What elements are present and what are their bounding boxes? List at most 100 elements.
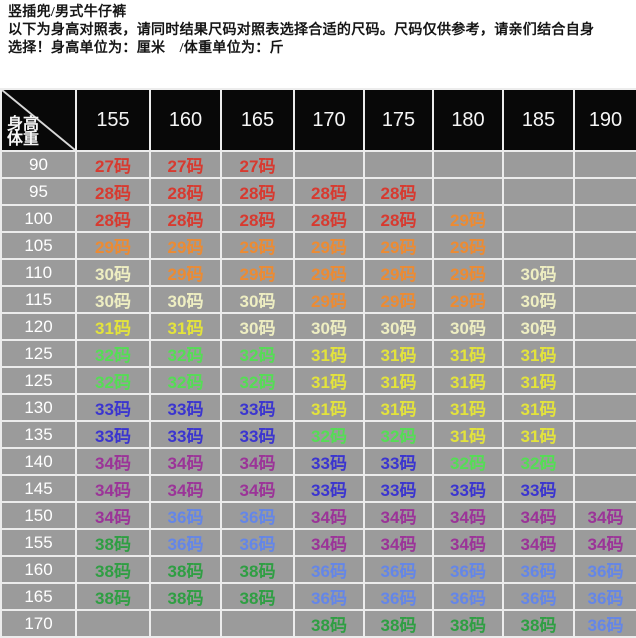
size-cell-empty bbox=[573, 285, 636, 314]
size-cell: 34码 bbox=[293, 501, 365, 530]
size-cell: 29码 bbox=[432, 258, 504, 287]
header-row: 身高 体重 155 160 165 170 175 180 185 190 bbox=[0, 88, 636, 152]
size-cell: 38码 bbox=[75, 555, 151, 584]
size-cell: 31码 bbox=[363, 393, 434, 422]
size-cell: 34码 bbox=[573, 501, 636, 530]
size-cell: 31码 bbox=[502, 393, 575, 422]
size-cell: 33码 bbox=[293, 474, 365, 503]
size-cell: 38码 bbox=[363, 609, 434, 638]
size-cell: 28码 bbox=[220, 177, 295, 206]
table-row: 100 28码 28码 28码 28码 28码 29码 bbox=[0, 204, 636, 233]
size-cell: 31码 bbox=[293, 393, 365, 422]
size-cell-empty bbox=[573, 177, 636, 206]
table-row: 150 34码 36码 36码 34码 34码 34码 34码 34码 bbox=[0, 501, 636, 530]
size-cell: 34码 bbox=[75, 501, 151, 530]
size-cell: 27码 bbox=[75, 150, 151, 179]
size-cell-empty bbox=[432, 177, 504, 206]
size-cell: 30码 bbox=[293, 312, 365, 341]
size-cell: 28码 bbox=[149, 177, 222, 206]
size-cell: 38码 bbox=[502, 609, 575, 638]
size-cell: 31码 bbox=[363, 339, 434, 368]
size-cell: 29码 bbox=[149, 258, 222, 287]
size-cell-empty bbox=[573, 204, 636, 233]
size-cell: 34码 bbox=[149, 474, 222, 503]
size-cell: 31码 bbox=[432, 366, 504, 395]
size-cell: 33码 bbox=[220, 393, 295, 422]
size-cell: 30码 bbox=[149, 285, 222, 314]
size-cell: 29码 bbox=[149, 231, 222, 260]
size-cell: 27码 bbox=[220, 150, 295, 179]
size-cell: 34码 bbox=[75, 474, 151, 503]
size-cell: 36码 bbox=[432, 555, 504, 584]
size-cell: 38码 bbox=[293, 609, 365, 638]
height-header: 155 bbox=[75, 88, 151, 152]
table-row: 135 33码 33码 33码 32码 32码 31码 31码 bbox=[0, 420, 636, 449]
size-cell: 28码 bbox=[149, 204, 222, 233]
size-cell: 36码 bbox=[363, 582, 434, 611]
size-cell: 28码 bbox=[363, 204, 434, 233]
size-cell: 36码 bbox=[220, 528, 295, 557]
size-cell: 38码 bbox=[75, 528, 151, 557]
size-cell: 27码 bbox=[149, 150, 222, 179]
size-cell: 33码 bbox=[432, 474, 504, 503]
table-row: 125 32码 32码 32码 31码 31码 31码 31码 bbox=[0, 339, 636, 368]
size-cell: 29码 bbox=[293, 258, 365, 287]
size-cell-empty bbox=[363, 150, 434, 179]
size-cell: 38码 bbox=[220, 555, 295, 584]
table-row: 110 30码 29码 29码 29码 29码 29码 30码 bbox=[0, 258, 636, 287]
size-cell: 32码 bbox=[220, 366, 295, 395]
height-header: 160 bbox=[149, 88, 222, 152]
size-cell: 30码 bbox=[220, 285, 295, 314]
size-cell: 36码 bbox=[573, 555, 636, 584]
weight-label: 160 bbox=[0, 555, 77, 584]
size-cell: 33码 bbox=[75, 420, 151, 449]
size-cell: 32码 bbox=[363, 420, 434, 449]
table-row: 155 38码 36码 36码 34码 34码 34码 34码 34码 bbox=[0, 528, 636, 557]
size-cell: 38码 bbox=[220, 582, 295, 611]
size-cell: 28码 bbox=[75, 177, 151, 206]
size-cell-empty bbox=[220, 609, 295, 638]
size-cell: 29码 bbox=[220, 231, 295, 260]
weight-label: 90 bbox=[0, 150, 77, 179]
weight-label: 95 bbox=[0, 177, 77, 206]
size-cell: 34码 bbox=[432, 501, 504, 530]
size-cell-empty bbox=[573, 312, 636, 341]
table-row: 115 30码 30码 30码 29码 29码 29码 30码 bbox=[0, 285, 636, 314]
size-cell: 32码 bbox=[75, 366, 151, 395]
size-cell-empty bbox=[502, 231, 575, 260]
size-cell: 36码 bbox=[502, 555, 575, 584]
table-row: 170 38码 38码 38码 38码 36码 bbox=[0, 609, 636, 638]
size-cell: 36码 bbox=[149, 528, 222, 557]
table-row: 165 38码 38码 38码 36码 36码 36码 36码 36码 bbox=[0, 582, 636, 611]
size-cell-empty bbox=[573, 339, 636, 368]
diagonal-divider-line bbox=[3, 91, 74, 149]
size-cell: 34码 bbox=[363, 528, 434, 557]
size-cell: 28码 bbox=[220, 204, 295, 233]
size-cell-empty bbox=[293, 150, 365, 179]
size-cell-empty bbox=[573, 447, 636, 476]
weight-label: 130 bbox=[0, 393, 77, 422]
size-cell: 32码 bbox=[75, 339, 151, 368]
table-row: 160 38码 38码 38码 36码 36码 36码 36码 36码 bbox=[0, 555, 636, 584]
table-row: 140 34码 34码 34码 33码 33码 32码 32码 bbox=[0, 447, 636, 476]
weight-label: 125 bbox=[0, 339, 77, 368]
size-cell: 33码 bbox=[149, 393, 222, 422]
size-cell: 30码 bbox=[502, 312, 575, 341]
size-cell: 31码 bbox=[502, 420, 575, 449]
size-cell: 30码 bbox=[363, 312, 434, 341]
weight-label: 150 bbox=[0, 501, 77, 530]
weight-label: 115 bbox=[0, 285, 77, 314]
size-cell-empty bbox=[573, 474, 636, 503]
size-cell: 36码 bbox=[502, 582, 575, 611]
size-cell: 36码 bbox=[293, 555, 365, 584]
size-cell: 31码 bbox=[502, 366, 575, 395]
weight-label: 135 bbox=[0, 420, 77, 449]
size-cell: 34码 bbox=[149, 447, 222, 476]
size-cell: 31码 bbox=[432, 339, 504, 368]
size-cell: 33码 bbox=[363, 447, 434, 476]
size-cell: 34码 bbox=[220, 474, 295, 503]
size-cell: 31码 bbox=[149, 312, 222, 341]
weight-label: 105 bbox=[0, 231, 77, 260]
intro-line-3: 选择！身高单位为：厘米 /体重单位为：斤 bbox=[8, 41, 284, 56]
table-row: 130 33码 33码 33码 31码 31码 31码 31码 bbox=[0, 393, 636, 422]
